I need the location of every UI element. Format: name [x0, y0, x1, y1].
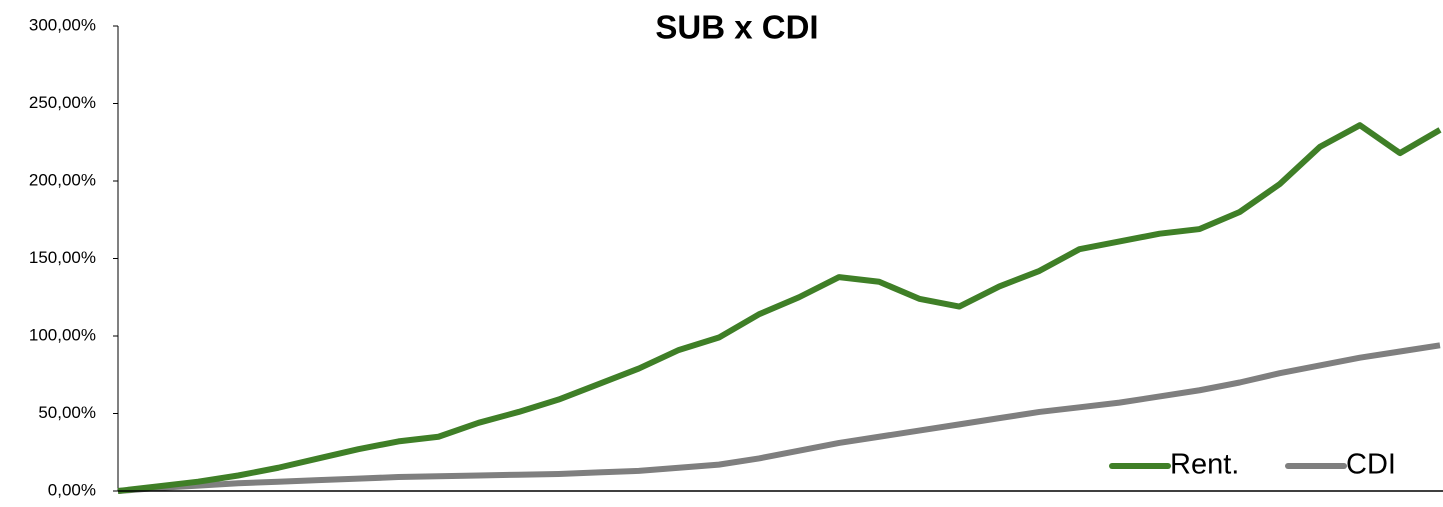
y-tick-label: 300,00%	[29, 15, 96, 34]
legend-label: Rent.	[1170, 449, 1239, 481]
y-tick-label: 250,00%	[29, 93, 96, 112]
y-tick-label: 150,00%	[29, 248, 96, 267]
y-tick-label: 100,00%	[29, 325, 96, 344]
legend-label: CDI	[1346, 449, 1396, 481]
series-line	[117, 122, 1442, 494]
chart-title: SUB x CDI	[655, 9, 818, 46]
series-line	[117, 342, 1441, 494]
y-tick-label: 200,00%	[29, 170, 96, 189]
y-tick-label: 50,00%	[38, 403, 96, 422]
y-tick-label: 0,00%	[48, 480, 96, 499]
